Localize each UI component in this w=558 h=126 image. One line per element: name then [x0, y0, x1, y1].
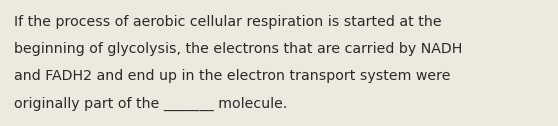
Text: and FADH2 and end up in the electron transport system were: and FADH2 and end up in the electron tra…	[14, 69, 450, 83]
Text: originally part of the _______ molecule.: originally part of the _______ molecule.	[14, 96, 287, 111]
Text: beginning of glycolysis, the electrons that are carried by NADH: beginning of glycolysis, the electrons t…	[14, 42, 463, 56]
Text: If the process of aerobic cellular respiration is started at the: If the process of aerobic cellular respi…	[14, 15, 441, 29]
